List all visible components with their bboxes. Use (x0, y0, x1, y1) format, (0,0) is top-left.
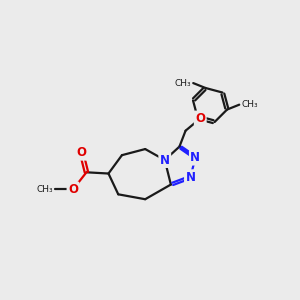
Text: N: N (160, 154, 170, 166)
Text: O: O (68, 183, 78, 196)
Text: O: O (195, 112, 205, 125)
Text: CH₃: CH₃ (36, 185, 53, 194)
Text: N: N (190, 151, 200, 164)
Text: N: N (185, 171, 196, 184)
Text: CH₃: CH₃ (175, 79, 191, 88)
Text: CH₃: CH₃ (241, 100, 258, 109)
Text: O: O (76, 146, 87, 159)
